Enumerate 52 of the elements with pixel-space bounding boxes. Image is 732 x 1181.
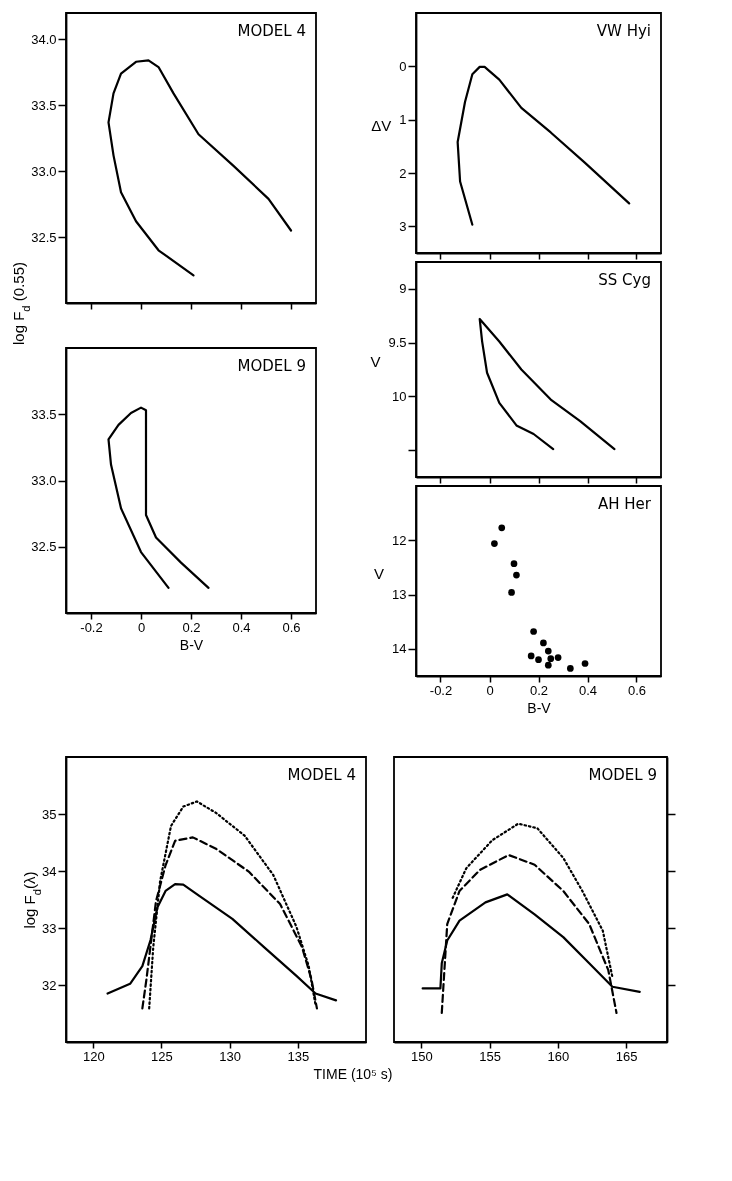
y-tick-label: 14 <box>392 641 407 657</box>
text: MODEL 4 <box>287 766 356 784</box>
text: MODEL 4 <box>237 22 306 40</box>
y-tick-label: 3 <box>399 218 407 234</box>
y-tick-label: 34 <box>42 863 57 879</box>
y-tick-label: 0 <box>399 58 407 74</box>
y-tick-label: 35 <box>42 806 57 822</box>
y-axis-title: V <box>370 353 381 370</box>
x-tick-label: 160 <box>547 1048 570 1064</box>
y-tick-label: 9.5 <box>388 335 407 351</box>
y-tick-label: 34.0 <box>31 31 57 47</box>
y-tick-label: 1 <box>399 112 407 128</box>
x-tick-label: 125 <box>151 1048 173 1064</box>
x-axis-title: B-V <box>527 699 552 716</box>
text: SS Cyg <box>598 271 651 289</box>
x-tick-label: -0.2 <box>80 619 103 635</box>
y-tick-label: 9 <box>399 281 407 297</box>
x-tick-label: 0.2 <box>529 682 549 698</box>
x-axis-title: B-V <box>179 636 204 653</box>
y-tick-label: 32.5 <box>31 539 57 555</box>
x-tick-label: 0 <box>486 682 494 698</box>
y-tick-label: 32.5 <box>31 229 57 245</box>
x-tick-label: 155 <box>479 1048 501 1064</box>
y-tick-label: 33.0 <box>31 163 57 179</box>
y-tick-label: 32 <box>42 977 57 993</box>
y-tick-label: 2 <box>399 165 407 181</box>
text: MODEL 9 <box>237 357 306 375</box>
x-axis-title: TIME (10⁵ s) <box>313 1065 393 1082</box>
x-tick-label: 120 <box>82 1048 105 1064</box>
y-tick-label: 33.5 <box>31 97 57 113</box>
y-axis-title: ΔV <box>371 116 392 134</box>
y-tick-label: 33 <box>42 920 57 936</box>
text: VW Hyi <box>596 22 651 40</box>
x-tick-label: 150 <box>410 1048 433 1064</box>
x-tick-label: 0.4 <box>578 682 598 698</box>
x-tick-label: 0.2 <box>182 619 201 635</box>
x-tick-label: 135 <box>287 1048 310 1064</box>
y-axis-title: V <box>374 564 385 582</box>
y-tick-label: 10 <box>392 388 407 404</box>
y-tick-label: 12 <box>392 532 407 548</box>
x-tick-label: 130 <box>219 1048 241 1064</box>
x-tick-label: 0.6 <box>627 682 647 698</box>
text: AH Her <box>598 495 652 513</box>
x-tick-label: 0.6 <box>282 619 301 635</box>
x-tick-label: 0.4 <box>232 619 251 635</box>
x-tick-label: -0.2 <box>429 682 453 698</box>
x-tick-label: 0 <box>137 619 146 635</box>
y-tick-label: 13 <box>392 587 407 603</box>
x-tick-label: 165 <box>615 1048 638 1064</box>
y-tick-label: 33.0 <box>31 473 57 488</box>
y-tick-label: 33.5 <box>31 406 57 422</box>
text: MODEL 9 <box>588 766 657 784</box>
